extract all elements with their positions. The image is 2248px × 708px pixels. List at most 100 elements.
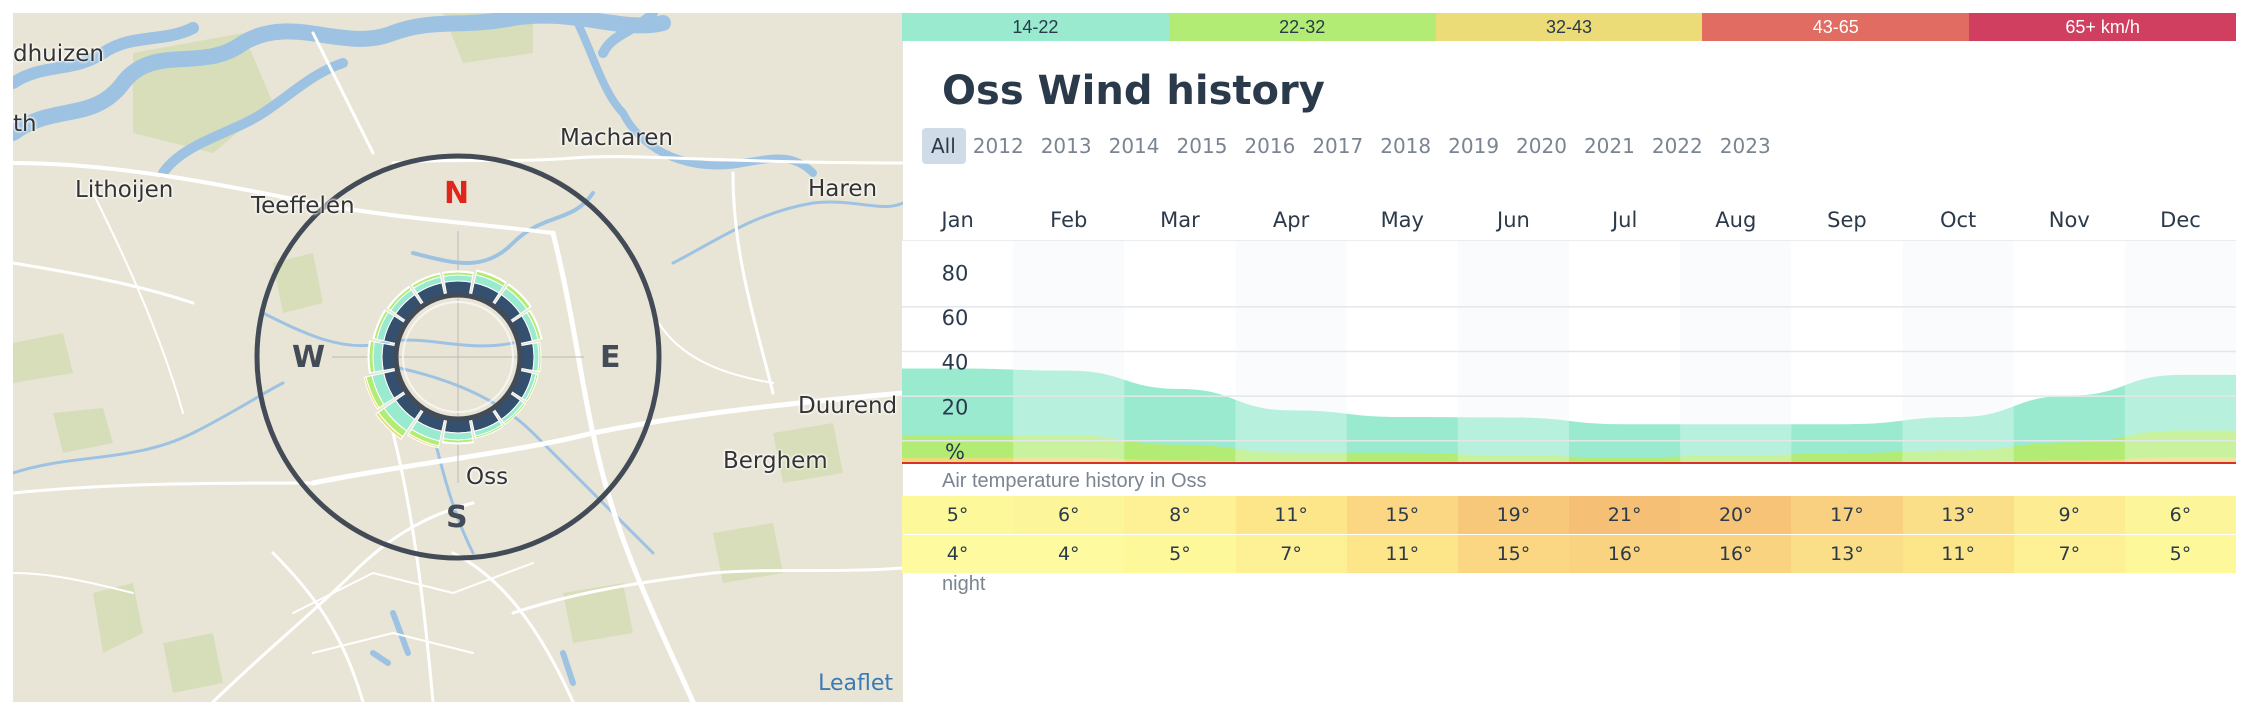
wind-map[interactable]: dhuizen th Lithoijen Teeffelen Macharen … [13,13,903,702]
wind-rose-petal [537,341,542,373]
wind-rose-petal [375,411,404,440]
day-temperature-cell: 20° [1680,496,1792,534]
day-temperature-cell: 21° [1569,496,1681,534]
year-tab-2022[interactable]: 2022 [1651,134,1703,158]
day-temperature-cell: 9° [2013,496,2125,534]
night-temperature-cell: 4° [1013,535,1125,573]
wind-rose-petal [502,401,527,426]
place-label-lithoijen: Lithoijen [75,177,174,203]
wind-speed-legend: 14-22 22-32 32-43 43-65 65+ km/h [902,13,2236,41]
day-temperature-row: 5° 6° 8° 11° 15° 19° 21° 20° 17° 13° 9° 6° [902,496,2237,534]
month-label: Dec [2160,208,2201,232]
night-temperature-cell: 13° [1791,535,1903,573]
month-label: Jul [1611,208,1638,232]
year-tab-all[interactable]: All [922,128,966,164]
wind-rose-petal [524,373,539,403]
place-label-duurend: Duurend [798,393,898,419]
night-temperature-cell: 7° [2013,535,2125,573]
night-temperature-cell: 15° [1457,535,1570,573]
legend-segment: 14-22 [902,13,1169,41]
night-temperature-cell: 5° [2124,535,2237,573]
night-label: night [942,573,986,595]
wind-rose-petal [386,285,411,310]
month-label: Apr [1272,208,1310,232]
area-series-14-22 [902,368,2236,463]
month-label: Jan [941,208,974,232]
area-series-32-43 [902,457,2236,463]
compass-rose [254,153,662,561]
wind-rose-petal [410,272,441,287]
legend-segment: 22-32 [1168,13,1436,41]
wind-history-chart: 80 60 40 20% [902,240,2236,464]
year-tab-2015[interactable]: 2015 [1176,134,1228,158]
year-tab-2018[interactable]: 2018 [1380,134,1432,158]
wind-rose-petal [372,341,384,373]
night-temperature-cell: 16° [1680,535,1792,573]
night-temperature-cell: 11° [1902,535,2014,573]
y-tick-label: 60 [942,306,969,330]
month-label: Mar [1160,208,1200,232]
page-title: Oss Wind history [942,68,1325,114]
day-temperature-cell: 15° [1346,496,1458,534]
month-label: Jun [1497,208,1530,232]
compass-west-label: W [292,340,326,375]
area-series-22-32 [902,430,2236,463]
compass-north-label: N [444,176,470,211]
month-label: Sep [1827,208,1867,232]
year-tab-2017[interactable]: 2017 [1312,134,1364,158]
wind-rose-petal [367,340,372,374]
night-temperature-cell: 5° [1124,535,1236,573]
month-header: Jan Feb Mar Apr May Jun Jul Aug Sep Oct Nov Dec [902,200,2236,240]
night-temperature-cell: 4° [902,535,1014,573]
day-temperature-cell: 6° [2124,496,2237,534]
day-temperature-cell: 17° [1791,496,1903,534]
legend-segment: 43-65 [1702,13,1970,41]
wind-rose-petal [372,309,387,340]
year-tab-2014[interactable]: 2014 [1108,134,1160,158]
y-tick-label: 20 [942,395,969,419]
wind-rose-petal [441,441,475,445]
place-label-haren: Haren [808,176,878,202]
place-label-berghem: Berghem [723,448,828,474]
year-tab-2021[interactable]: 2021 [1583,134,1635,158]
month-label: May [1380,208,1424,232]
wind-rose-petal [476,269,507,284]
year-filter: All 2012 2013 2014 2015 2016 2017 2018 2019 2020 2… [922,128,1779,164]
place-label-teeffelen: Teeffelen [251,193,355,219]
day-temperature-cell: 8° [1124,496,1236,534]
month-label: Oct [1939,208,1977,232]
legend-segment: 65+ km/h [1969,13,2236,41]
night-temperature-cell: 11° [1346,535,1458,573]
night-temperature-cell: 16° [1569,535,1681,573]
y-tick-label: 80 [942,261,969,285]
day-temperature-cell: 6° [1013,496,1125,534]
wind-rose-petal [507,283,532,308]
temperature-caption: Air temperature history in Oss [942,470,1207,492]
wind-rose-petal [474,424,504,439]
leaflet-attribution-link[interactable]: Leaflet [818,671,893,696]
map-tiles [13,13,903,702]
legend-segment: 32-43 [1435,13,1703,41]
day-temperature-cell: 19° [1457,496,1570,534]
compass-east-label: E [600,340,621,375]
year-tab-2023[interactable]: 2023 [1719,134,1771,158]
wind-rose-petal [528,309,543,340]
day-temperature-cell: 5° [902,496,1014,534]
year-tab-2012[interactable]: 2012 [972,134,1024,158]
y-tick-label: 40 [942,351,969,375]
month-label: Nov [2048,208,2090,232]
wind-rose-petal [406,432,440,449]
compass-south-label: S [446,500,468,535]
place-label-macharen: Macharen [560,125,673,151]
y-tick-label: % [945,440,965,464]
year-tab-2013[interactable]: 2013 [1040,134,1092,158]
day-temperature-cell: 11° [1235,496,1347,534]
month-label: Feb [1050,208,1088,232]
wind-rose-petal [442,431,474,441]
wind-rose-petal [442,270,474,274]
year-tab-2019[interactable]: 2019 [1448,134,1500,158]
year-tab-2020[interactable]: 2020 [1516,134,1567,158]
place-label-th: th [13,111,37,137]
night-temperature-cell: 7° [1235,535,1347,573]
year-tab-2016[interactable]: 2016 [1244,134,1296,158]
